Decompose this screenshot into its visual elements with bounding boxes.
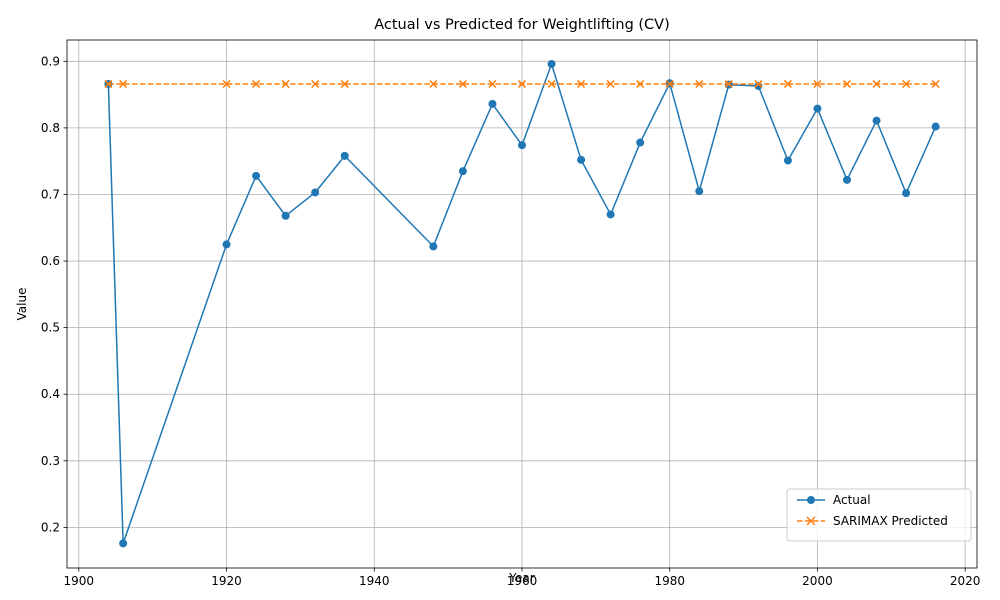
data-point	[429, 79, 438, 88]
y-tick-label: 0.7	[41, 187, 60, 201]
legend-box	[786, 488, 972, 542]
data-point	[222, 79, 231, 88]
data-point	[429, 242, 438, 251]
data-point	[695, 79, 704, 88]
data-point	[311, 188, 320, 197]
data-point	[902, 79, 911, 88]
y-tick-label: 0.4	[41, 387, 60, 401]
data-point	[783, 156, 792, 165]
y-tick-label: 0.9	[41, 54, 60, 68]
data-point	[813, 104, 822, 113]
data-point	[488, 99, 497, 108]
data-point	[488, 79, 497, 88]
data-point	[222, 240, 231, 249]
grid	[67, 40, 977, 568]
data-point	[842, 79, 852, 88]
y-tick-label: 0.5	[41, 321, 60, 335]
x-axis-label: Year	[508, 571, 534, 585]
legend-actual-label: Actual	[833, 493, 871, 507]
data-point	[458, 79, 467, 88]
data-point	[252, 171, 261, 180]
y-axis-label: Value	[15, 288, 29, 321]
y-tick-label: 0.3	[41, 454, 60, 468]
x-tick-label: 1960	[507, 574, 538, 588]
data-point	[281, 79, 290, 88]
x-tick-label: 1980	[654, 574, 685, 588]
data-point	[872, 79, 881, 88]
y-tick-label: 0.2	[41, 520, 60, 534]
data-point	[754, 79, 763, 88]
legend-actual-marker	[807, 496, 815, 504]
x-tick-label: 2000	[802, 574, 833, 588]
x-tick-label: 1900	[64, 574, 95, 588]
y-tick-label: 0.6	[41, 254, 60, 268]
data-point	[577, 79, 586, 88]
legend: Actual SARIMAX Predicted	[786, 488, 972, 542]
data-point	[281, 211, 290, 220]
x-tick-label: 1920	[211, 574, 242, 588]
data-point	[119, 539, 128, 548]
data-point	[931, 122, 940, 131]
data-point	[547, 59, 556, 68]
x-tick-label: 2020	[950, 574, 981, 588]
data-point	[252, 79, 261, 88]
data-point	[104, 79, 113, 88]
data-point	[119, 79, 128, 88]
data-point	[340, 151, 349, 160]
data-point	[458, 167, 467, 176]
chart-title: Actual vs Predicted for Weightlifting (C…	[374, 17, 670, 33]
data-point	[902, 189, 911, 198]
data-point	[843, 175, 851, 184]
legend-predicted-marker	[806, 516, 816, 526]
data-point	[636, 79, 645, 88]
data-point	[636, 138, 645, 147]
data-point	[665, 79, 674, 88]
data-point	[606, 210, 615, 219]
y-tick-label: 0.8	[41, 121, 60, 135]
series-layer	[104, 59, 940, 548]
data-point	[695, 187, 704, 196]
x-tick-label: 1940	[359, 574, 390, 588]
data-point	[577, 155, 586, 164]
series-actual	[104, 59, 940, 548]
data-point	[931, 79, 940, 88]
data-point	[813, 79, 822, 88]
data-point	[340, 79, 349, 88]
series-predicted	[104, 79, 940, 88]
data-point	[517, 79, 527, 88]
data-point	[311, 79, 320, 88]
data-point	[872, 116, 881, 125]
data-point	[606, 79, 615, 88]
legend-predicted-label: SARIMAX Predicted	[833, 514, 948, 528]
data-point	[518, 141, 526, 150]
data-point	[547, 79, 556, 88]
data-point	[724, 79, 733, 88]
data-point	[783, 79, 792, 88]
ticks: 1900 1920 1940 1960 1980 2000 2020 0.2 0.3 0.4 0.5…	[41, 54, 981, 588]
